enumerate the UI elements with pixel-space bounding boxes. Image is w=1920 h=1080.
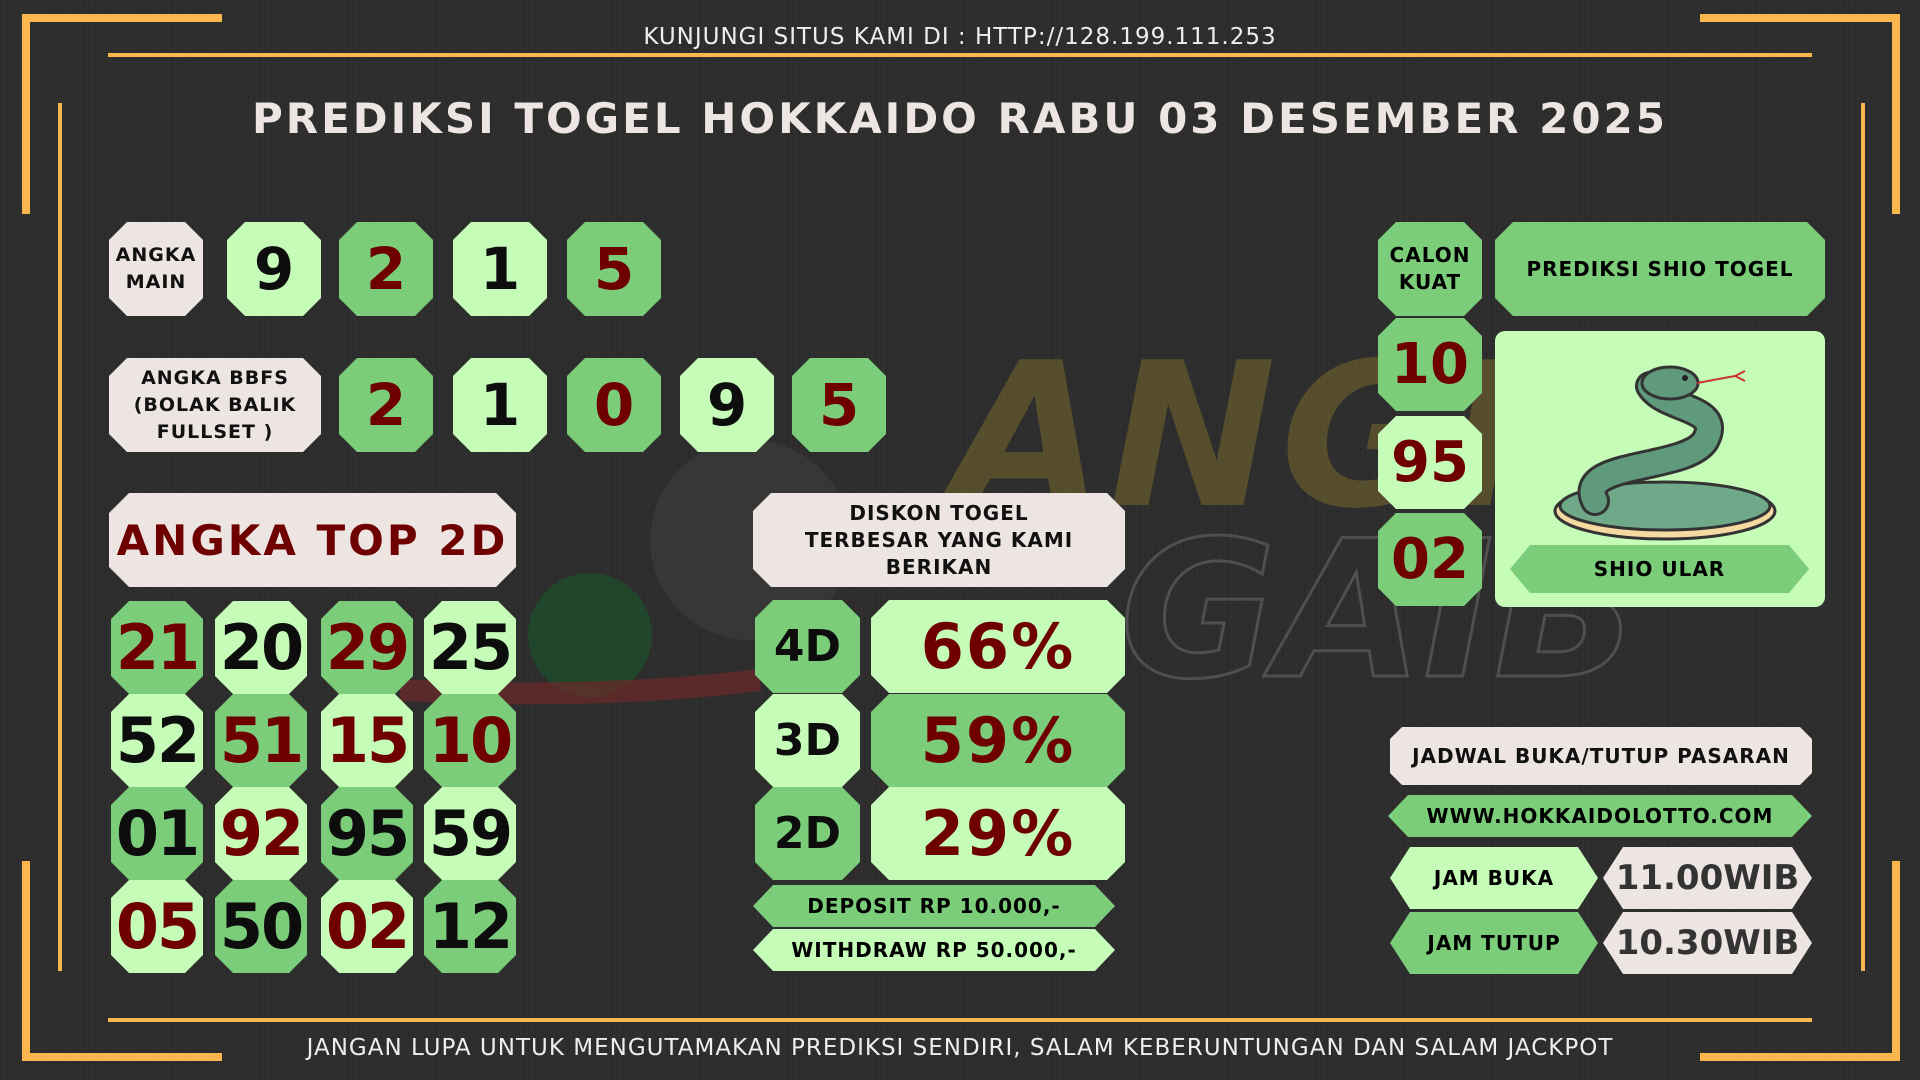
calon-kuat-label: CALON KUAT (1378, 222, 1482, 316)
top2d-cell: 12 (424, 880, 516, 973)
angka-main-digit: 1 (453, 222, 547, 316)
corner-tr-h (1700, 14, 1900, 22)
top-line (108, 53, 1812, 57)
diskon-type: 3D (755, 694, 860, 787)
page-title: PREDIKSI TOGEL HOKKAIDO RABU 03 DESEMBER… (251, 93, 1669, 143)
bbfs-digit: 0 (567, 358, 661, 452)
inner-right-line (1861, 103, 1865, 971)
diskon-type: 4D (755, 600, 860, 693)
calon-kuat-number: 02 (1378, 513, 1482, 606)
angka-main-digit: 9 (227, 222, 321, 316)
corner-tl-v (22, 14, 30, 214)
corner-bl-h (22, 1053, 222, 1061)
top2d-cell: 02 (321, 880, 413, 973)
corner-tl-h (22, 14, 222, 22)
diskon-percent: 66% (871, 600, 1125, 693)
top2d-cell: 52 (111, 694, 203, 787)
top2d-cell: 59 (424, 787, 516, 880)
top2d-cell: 10 (424, 694, 516, 787)
jam-buka-label: JAM BUKA (1390, 847, 1598, 909)
top2d-cell: 15 (321, 694, 413, 787)
angka-main-digit: 2 (339, 222, 433, 316)
diskon-type: 2D (755, 787, 860, 880)
bbfs-digit: 5 (792, 358, 886, 452)
corner-bl-v (22, 861, 30, 1061)
calon-kuat-number: 10 (1378, 318, 1482, 411)
top2d-cell: 51 (215, 694, 307, 787)
snake-icon (1553, 365, 1777, 541)
top2d-label: ANGKA TOP 2D (109, 493, 516, 587)
top2d-cell: 25 (424, 601, 516, 694)
footer-text: JANGAN LUPA UNTUK MENGUTAMAKAN PREDIKSI … (306, 1035, 1614, 1061)
top2d-cell: 95 (321, 787, 413, 880)
shio-name: SHIO ULAR (1510, 545, 1809, 593)
jam-tutup-label: JAM TUTUP (1390, 912, 1598, 974)
jadwal-label: JADWAL BUKA/TUTUP PASARAN (1390, 727, 1812, 785)
bbfs-digit: 1 (453, 358, 547, 452)
deposit-banner: DEPOSIT RP 10.000,- (753, 885, 1115, 927)
calon-kuat-number: 95 (1378, 416, 1482, 509)
visit-text: KUNJUNGI SITUS KAMI DI : HTTP://128.199.… (643, 24, 1277, 50)
diskon-label: DISKON TOGEL TERBESAR YANG KAMI BERIKAN (753, 493, 1125, 587)
corner-tr-v (1892, 14, 1900, 214)
corner-br-v (1892, 861, 1900, 1061)
diskon-percent: 59% (871, 694, 1125, 787)
bbfs-digit: 2 (339, 358, 433, 452)
corner-br-h (1700, 1053, 1900, 1061)
angka-main-digit: 5 (567, 222, 661, 316)
top2d-cell: 29 (321, 601, 413, 694)
angka-main-label: ANGKA MAIN (109, 222, 203, 316)
jam-tutup-value: 10.30WIB (1603, 912, 1812, 974)
site-link[interactable]: WWW.HOKKAIDOLOTTO.COM (1388, 795, 1812, 837)
top2d-cell: 20 (215, 601, 307, 694)
top2d-cell: 92 (215, 787, 307, 880)
bottom-line (108, 1018, 1812, 1022)
bbfs-digit: 9 (680, 358, 774, 452)
top2d-cell: 01 (111, 787, 203, 880)
top2d-cell: 50 (215, 880, 307, 973)
bbfs-label: ANGKA BBFS (BOLAK BALIK FULLSET ) (109, 358, 321, 452)
withdraw-banner: WITHDRAW RP 50.000,- (753, 929, 1115, 971)
jam-buka-value: 11.00WIB (1603, 847, 1812, 909)
inner-left-line (58, 103, 62, 971)
shio-title: PREDIKSI SHIO TOGEL (1495, 222, 1825, 316)
top2d-cell: 05 (111, 880, 203, 973)
top2d-cell: 21 (111, 601, 203, 694)
diskon-percent: 29% (871, 787, 1125, 880)
